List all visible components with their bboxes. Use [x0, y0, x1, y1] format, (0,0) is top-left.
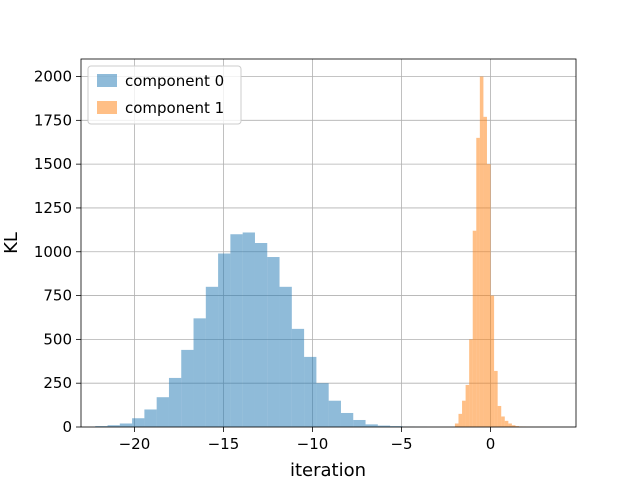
histogram-bar-series-1 — [476, 137, 480, 427]
histogram-bar-series-1 — [462, 400, 466, 427]
histogram-bar-series-1 — [479, 76, 484, 428]
histogram-bar-series-0 — [254, 243, 268, 427]
histogram-bar-series-0 — [107, 425, 120, 427]
legend-label-series-0: component 0 — [125, 72, 224, 90]
histogram-bar-series-1 — [497, 405, 502, 427]
x-axis: −20 −15 −10 −5 0 — [119, 427, 496, 453]
histogram-bar-series-0 — [390, 426, 403, 427]
x-tick-label: −15 — [208, 435, 240, 453]
histogram-bar-series-0 — [168, 377, 182, 427]
y-axis-label: KL — [1, 232, 22, 254]
y-tick-label: 1250 — [34, 199, 72, 217]
histogram-bar-series-0 — [365, 424, 378, 427]
histogram-bar-series-0 — [119, 423, 133, 427]
legend-swatch-series-0 — [97, 74, 117, 87]
histogram-bar-series-1 — [508, 423, 512, 427]
y-axis: 0 250 500 750 1000 1250 1500 1750 2000 — [34, 68, 81, 436]
histogram-bar-series-1 — [458, 413, 463, 427]
histogram-bar-series-0 — [193, 318, 206, 427]
histogram-bar-series-0 — [95, 426, 108, 427]
histogram-bar-series-0 — [328, 400, 341, 427]
y-tick-label: 250 — [43, 374, 72, 392]
x-axis-label: iteration — [290, 460, 366, 480]
histogram-bar-series-1 — [490, 295, 495, 427]
histogram-bar-series-0 — [340, 412, 354, 427]
histogram-bar-series-1 — [472, 230, 477, 427]
axes-frame — [80, 58, 577, 428]
histogram-bar-series-1 — [515, 426, 520, 427]
histogram-bar-series-0 — [132, 418, 145, 427]
x-tick-label: −10 — [297, 435, 329, 453]
histogram-bar-series-1 — [494, 370, 498, 427]
histogram-bar-series-0 — [230, 234, 243, 427]
histogram-bar-series-1 — [465, 384, 470, 427]
histogram-bar-series-1 — [483, 116, 487, 427]
histogram-bar-series-0 — [181, 349, 194, 427]
histogram-bar-series-0 — [316, 383, 329, 427]
y-tick-label: 2000 — [34, 68, 72, 86]
histogram-bar-series-0 — [242, 232, 255, 427]
legend-box — [87, 65, 242, 125]
legend-label-series-1: component 1 — [125, 99, 224, 117]
y-tick-label: 0 — [62, 418, 72, 436]
histogram-bar-series-1 — [501, 416, 505, 427]
x-tick-label: −20 — [119, 435, 151, 453]
histogram-bar-series-0 — [267, 257, 280, 427]
x-tick-label: 0 — [486, 435, 496, 453]
y-tick-label: 750 — [43, 287, 72, 305]
histogram-bar-series-0 — [353, 419, 366, 427]
histogram-bar-series-1 — [486, 164, 491, 427]
histogram-bar-series-1 — [511, 425, 516, 427]
histogram-bar-series-0 — [291, 328, 305, 427]
y-tick-label: 1500 — [34, 155, 72, 173]
legend: component 0 component 1 — [87, 65, 242, 125]
y-tick-label: 500 — [43, 330, 72, 348]
x-tick-label: −5 — [390, 435, 412, 453]
histogram-bar-series-0 — [279, 286, 292, 427]
histogram-bar-series-1 — [504, 420, 509, 427]
y-tick-label: 1750 — [34, 111, 72, 129]
y-tick-label: 1000 — [34, 243, 72, 261]
histogram-bar-series-0 — [377, 425, 391, 427]
legend-swatch-series-1 — [97, 101, 117, 114]
histogram-bar-series-0 — [156, 397, 169, 427]
histogram-bar-series-1 — [469, 339, 473, 427]
histogram-bar-series-1 — [454, 423, 459, 427]
histogram-bar-series-0 — [144, 409, 157, 427]
histogram-bar-series-0 — [218, 253, 231, 427]
histogram-bar-series-0 — [205, 286, 219, 427]
histogram-bar-series-0 — [304, 356, 317, 427]
